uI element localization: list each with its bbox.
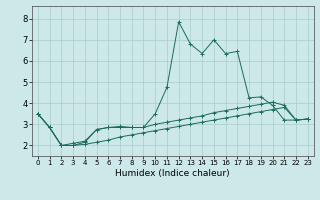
X-axis label: Humidex (Indice chaleur): Humidex (Indice chaleur) (116, 169, 230, 178)
